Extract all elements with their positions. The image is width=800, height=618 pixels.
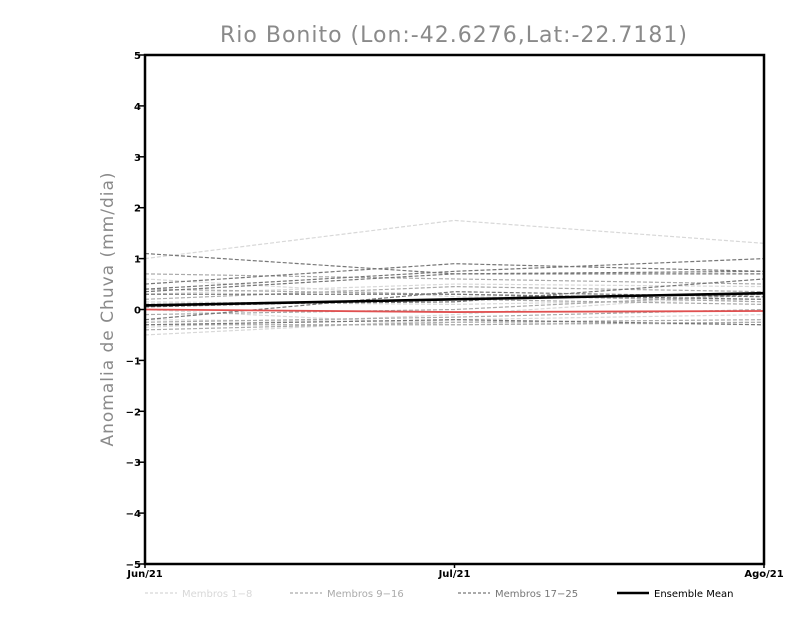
member-line-g2-1 [144, 273, 765, 285]
reference-line [144, 308, 765, 313]
chart-title: Rio Bonito (Lon:-42.6276,Lat:-22.7181) [220, 23, 688, 48]
member-line-g2-7 [144, 285, 765, 300]
ensemble-mean-line [144, 291, 765, 307]
series-layer [144, 219, 765, 336]
y-tick-label: 2 [134, 204, 141, 215]
y-tick-label: −4 [126, 509, 141, 520]
y-tick-label: 3 [134, 153, 141, 164]
legend-label: Membros 1−8 [182, 589, 252, 600]
member-line-g3-4 [144, 270, 765, 293]
member-line-g1-5 [144, 283, 765, 295]
member-line-g2-8 [144, 308, 765, 323]
y-tick-label: 1 [134, 255, 141, 266]
y-axis-ticks: −5 −4 −3 −2 −1 0 1 2 3 4 5 [126, 51, 145, 571]
y-tick-label: −5 [126, 560, 141, 571]
member-line-g1-2 [144, 278, 765, 300]
member-line-g1-1 [144, 219, 765, 260]
legend-label: Membros 17−25 [495, 589, 578, 600]
legend: Membros 1−8 Membros 9−16 Membros 17−25 Ense… [145, 589, 733, 600]
member-line-g2-4 [144, 293, 765, 316]
y-tick-label: −3 [126, 458, 141, 469]
y-tick-label: −1 [126, 356, 141, 367]
member-line-g3-8 [144, 319, 765, 326]
x-tick-label: Jul/21 [438, 569, 471, 580]
member-line-g3-3 [144, 258, 765, 290]
member-line-g2-6 [145, 321, 765, 326]
member-line-g2-2 [144, 319, 765, 331]
x-axis-ticks: Jun/21 Jul/21 Ago/21 [126, 564, 784, 580]
legend-label: Ensemble Mean [654, 589, 733, 600]
x-tick-label: Jun/21 [126, 569, 163, 580]
y-tick-label: −2 [126, 407, 141, 418]
y-tick-label: 5 [134, 51, 141, 62]
member-line-g3-5 [145, 293, 765, 300]
legend-label: Membros 9−16 [327, 589, 404, 600]
member-line-g3-2 [144, 263, 765, 285]
y-tick-label: 4 [134, 102, 141, 113]
y-axis-label: Anomalia de Chuva (mm/dia) [98, 171, 118, 446]
x-tick-label: Ago/21 [744, 569, 783, 580]
member-line-g3-1 [144, 252, 764, 275]
y-tick-label: 0 [134, 306, 141, 317]
